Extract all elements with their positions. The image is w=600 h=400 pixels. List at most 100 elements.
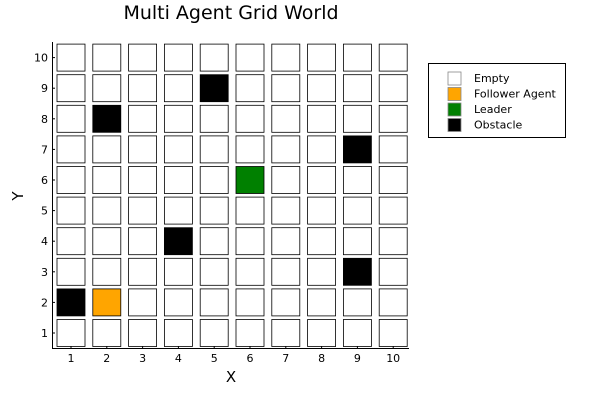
cell-empty-8-1: [307, 319, 337, 347]
cell-empty-9-8: [342, 104, 372, 133]
cell-empty-1-4: [56, 227, 86, 256]
x-ticks: 1 2 3 4 5 6 7 8 9 10: [68, 346, 400, 365]
cell-empty-3-6: [128, 166, 158, 194]
cell-empty-5-10: [199, 43, 229, 72]
y-tick-label: 10: [34, 52, 48, 65]
legend: Empty Follower Agent Leader Obstacle: [428, 63, 566, 138]
cell-empty-4-9: [163, 74, 193, 103]
y-tick-label: 2: [41, 296, 48, 309]
cell-empty-9-1: [342, 319, 372, 347]
legend-label-empty: Empty: [474, 72, 510, 85]
x-tick-label: 7: [282, 352, 289, 365]
x-tick-label: 2: [103, 352, 110, 365]
y-tick-label: 8: [41, 113, 48, 126]
x-axis-label: X: [226, 368, 236, 386]
cell-empty-9-5: [342, 196, 372, 225]
cell-empty-4-10: [163, 43, 193, 72]
x-tick-label: 1: [68, 352, 75, 365]
grid-cells: [56, 43, 408, 347]
cell-empty-1-6: [56, 166, 86, 194]
cell-empty-4-3: [163, 257, 193, 286]
y-tick-label: 9: [41, 82, 48, 95]
cell-empty-6-2: [235, 288, 265, 317]
cell-empty-10-10: [378, 43, 408, 72]
cell-empty-7-6: [271, 166, 301, 194]
x-tick-label: 5: [211, 352, 218, 365]
cell-empty-2-4: [92, 227, 122, 256]
y-tick-label: 7: [41, 143, 48, 156]
y-tick-label: 5: [41, 205, 48, 218]
cell-follower-2-2: [92, 288, 122, 317]
x-tick-label: 6: [247, 352, 254, 365]
cell-empty-1-3: [56, 257, 86, 286]
cell-empty-7-9: [271, 74, 301, 103]
cell-empty-5-2: [199, 288, 229, 317]
cell-empty-2-10: [92, 43, 122, 72]
cell-empty-6-5: [235, 196, 265, 225]
y-ticks: 1 2 3 4 5 6 7 8 9 10: [34, 52, 55, 340]
cell-empty-5-7: [199, 135, 229, 164]
cell-empty-1-7: [56, 135, 86, 164]
cell-empty-6-3: [235, 257, 265, 286]
cell-empty-1-1: [56, 319, 86, 347]
cell-empty-6-4: [235, 227, 265, 256]
cell-empty-8-9: [307, 74, 337, 103]
cell-empty-3-1: [128, 319, 158, 347]
cell-empty-3-3: [128, 257, 158, 286]
cell-empty-10-5: [378, 196, 408, 225]
legend-swatch-leader: [447, 102, 462, 117]
cell-empty-8-2: [307, 288, 337, 317]
cell-empty-2-6: [92, 166, 122, 194]
cell-empty-3-10: [128, 43, 158, 72]
cell-empty-9-4: [342, 227, 372, 256]
cell-empty-6-7: [235, 135, 265, 164]
cell-empty-10-6: [378, 166, 408, 194]
cell-leader-6-6: [235, 166, 265, 194]
cell-empty-3-7: [128, 135, 158, 164]
legend-label-follower: Follower Agent: [474, 88, 557, 101]
cell-empty-10-4: [378, 227, 408, 256]
x-tick-label: 10: [386, 352, 400, 365]
cell-empty-9-9: [342, 74, 372, 103]
cell-empty-8-10: [307, 43, 337, 72]
cell-empty-10-8: [378, 104, 408, 133]
cell-empty-3-5: [128, 196, 158, 225]
cell-empty-1-5: [56, 196, 86, 225]
y-tick-label: 3: [41, 266, 48, 279]
cell-obstacle-2-8: [92, 104, 122, 133]
cell-empty-10-7: [378, 135, 408, 164]
cell-empty-3-2: [128, 288, 158, 317]
cell-empty-9-6: [342, 166, 372, 194]
cell-empty-6-8: [235, 104, 265, 133]
cell-empty-4-8: [163, 104, 193, 133]
cell-empty-7-10: [271, 43, 301, 72]
cell-obstacle-4-4: [163, 227, 193, 256]
cell-empty-4-2: [163, 288, 193, 317]
legend-swatch-follower: [447, 87, 462, 101]
cell-empty-4-6: [163, 166, 193, 194]
cell-empty-8-8: [307, 104, 337, 133]
cell-empty-1-8: [56, 104, 86, 133]
cell-empty-3-8: [128, 104, 158, 133]
cell-empty-5-6: [199, 166, 229, 194]
cell-empty-6-1: [235, 319, 265, 347]
cell-empty-8-3: [307, 257, 337, 286]
cell-empty-7-4: [271, 227, 301, 256]
cell-empty-2-9: [92, 74, 122, 103]
cell-empty-6-10: [235, 43, 265, 72]
cell-empty-9-2: [342, 288, 372, 317]
y-axis-label: Y: [9, 191, 27, 202]
cell-empty-3-9: [128, 74, 158, 103]
x-tick-label: 3: [139, 352, 146, 365]
cell-empty-5-4: [199, 227, 229, 256]
cell-obstacle-1-2: [56, 288, 86, 317]
cell-empty-7-2: [271, 288, 301, 317]
x-tick-label: 4: [175, 352, 182, 365]
cell-empty-4-7: [163, 135, 193, 164]
cell-obstacle-5-9: [199, 74, 229, 103]
cell-empty-1-10: [56, 43, 86, 72]
cell-empty-8-5: [307, 196, 337, 225]
cell-empty-10-3: [378, 257, 408, 286]
cell-empty-7-5: [271, 196, 301, 225]
